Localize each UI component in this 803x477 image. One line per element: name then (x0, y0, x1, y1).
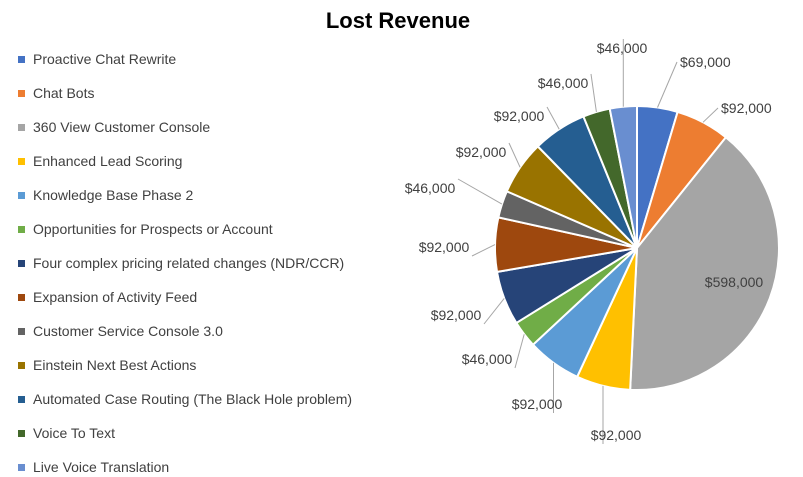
legend-label: Live Voice Translation (33, 459, 170, 475)
pie-slice-360-view-customer-console (629, 135, 780, 391)
legend-item-automated-case-routing-the-black-hole-problem: Automated Case Routing (The Black Hole p… (18, 382, 352, 416)
leader-line (657, 61, 678, 108)
legend-swatch (18, 463, 25, 471)
data-label-automated-case-routing-the-black-hole-problem: $92,000 (494, 108, 545, 124)
data-label-enhanced-lead-scoring: $92,000 (591, 427, 642, 443)
data-label-einstein-next-best-actions: $92,000 (456, 144, 507, 160)
leader-line (514, 334, 525, 369)
leader-line (702, 107, 719, 123)
data-label-customer-service-console-3-0: $46,000 (405, 180, 456, 196)
legend-swatch (18, 191, 25, 199)
legend-swatch (18, 89, 25, 97)
data-labels: $69,000 $92,000 $598,000 $92,000 $92,000 $46,… (405, 40, 772, 443)
data-label-live-voice-translation: $46,000 (597, 40, 648, 56)
legend-label: Einstein Next Best Actions (33, 357, 197, 373)
leader-line (483, 298, 505, 325)
legend-swatch (18, 293, 25, 301)
legend-swatch (18, 123, 25, 131)
legend-swatch (18, 55, 25, 63)
leader-lines (457, 39, 719, 444)
legend-item-four-complex-pricing-related-changes-ndr-ccr: Four complex pricing related changes (ND… (18, 246, 352, 280)
data-label-proactive-chat-rewrite: $69,000 (680, 54, 731, 70)
legend-item-chat-bots: Chat Bots (18, 76, 352, 110)
data-label-knowledge-base-phase-2: $92,000 (512, 396, 563, 412)
legend-label: Enhanced Lead Scoring (33, 153, 183, 169)
chart-legend: Proactive Chat Rewrite Chat Bots 360 View … (18, 42, 352, 477)
legend-item-live-voice-translation: Live Voice Translation (18, 450, 352, 477)
legend-item-360-view-customer-console: 360 View Customer Console (18, 110, 352, 144)
legend-swatch (18, 259, 25, 267)
legend-swatch (18, 225, 25, 233)
legend-swatch (18, 157, 25, 165)
legend-label: Opportunities for Prospects or Account (33, 221, 273, 237)
legend-item-opportunities-for-prospects-or-account: Opportunities for Prospects or Account (18, 212, 352, 246)
legend-label: Knowledge Base Phase 2 (33, 187, 194, 203)
leader-line (546, 106, 560, 130)
leader-line (508, 142, 521, 168)
pie-slices (494, 104, 780, 391)
legend-label: Four complex pricing related changes (ND… (33, 255, 345, 271)
data-label-four-complex-pricing-related-changes-ndr-ccr: $92,000 (431, 307, 482, 323)
data-label-expansion-of-activity-feed: $92,000 (419, 239, 470, 255)
data-label-voice-to-text: $46,000 (538, 75, 589, 91)
leader-line (471, 244, 496, 257)
leader-line (590, 73, 597, 112)
leader-line (457, 178, 503, 205)
legend-label: Expansion of Activity Feed (33, 289, 198, 305)
data-label-chat-bots: $92,000 (721, 100, 772, 116)
legend-item-knowledge-base-phase-2: Knowledge Base Phase 2 (18, 178, 352, 212)
data-label-opportunities-for-prospects-or-account: $46,000 (462, 351, 513, 367)
legend-label: Voice To Text (33, 425, 115, 441)
chart-title: Lost Revenue (325, 8, 471, 33)
legend-swatch (18, 327, 25, 335)
legend-label: Automated Case Routing (The Black Hole p… (33, 391, 353, 407)
legend-item-einstein-next-best-actions: Einstein Next Best Actions (18, 348, 352, 382)
legend-label: Proactive Chat Rewrite (33, 51, 177, 67)
legend-label: Customer Service Console 3.0 (33, 323, 223, 339)
legend-item-enhanced-lead-scoring: Enhanced Lead Scoring (18, 144, 352, 178)
legend-item-expansion-of-activity-feed: Expansion of Activity Feed (18, 280, 352, 314)
legend-label: 360 View Customer Console (33, 119, 211, 135)
legend-item-voice-to-text: Voice To Text (18, 416, 352, 450)
legend-item-proactive-chat-rewrite: Proactive Chat Rewrite (18, 42, 352, 76)
legend-item-customer-service-console-3-0: Customer Service Console 3.0 (18, 314, 352, 348)
legend-swatch (18, 429, 25, 437)
legend-swatch (18, 361, 25, 369)
legend-swatch (18, 395, 25, 403)
data-label-360-view-customer-console: $598,000 (705, 274, 764, 290)
legend-label: Chat Bots (33, 85, 95, 101)
